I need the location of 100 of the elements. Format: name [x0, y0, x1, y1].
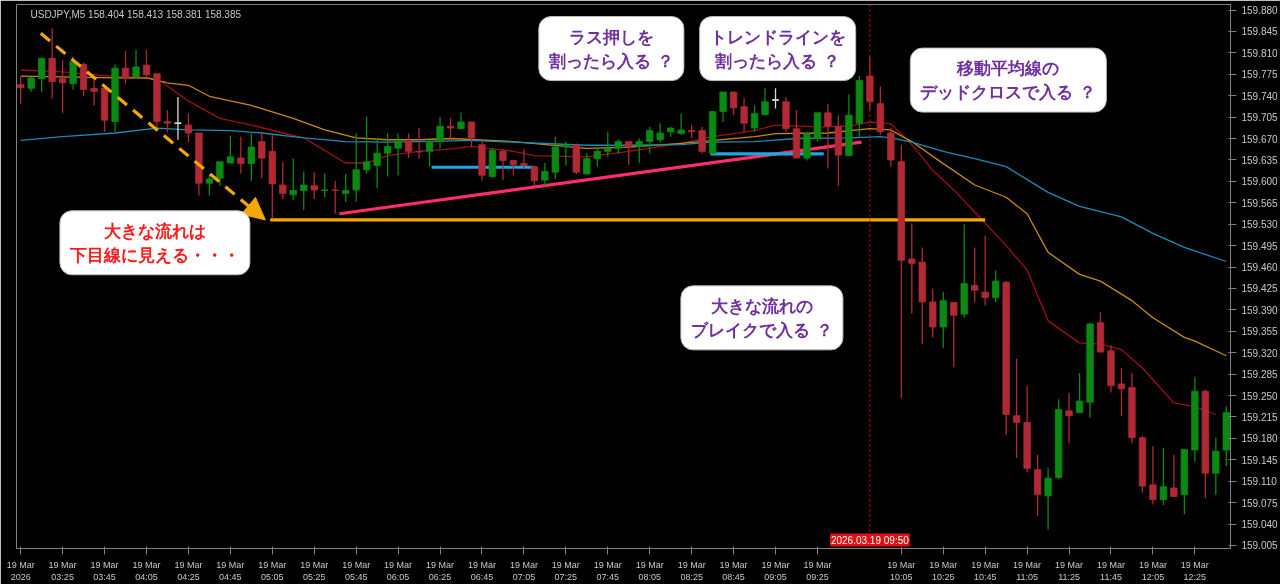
candlestick — [58, 59, 67, 114]
candlestick — [446, 117, 455, 141]
candlestick — [530, 166, 539, 187]
x-tick-label: 19 Mar 06:05 — [384, 559, 413, 582]
candlestick — [625, 140, 633, 166]
candlestick — [342, 173, 350, 203]
candlestick — [425, 139, 434, 168]
candlestick — [226, 134, 235, 165]
y-tick-label: 159.670 — [1241, 133, 1279, 145]
x-tick-label: 19 Mar 2026 — [6, 559, 35, 582]
y-tick-label: 159.530 — [1241, 219, 1279, 231]
ref-line-label: 2026.03.19 09:50 — [830, 534, 910, 546]
y-tick-label: 159.495 — [1241, 240, 1279, 252]
x-tick-label: 19 Mar 03:45 — [90, 559, 119, 582]
y-tick-label: 159.390 — [1241, 304, 1279, 316]
y-tick-label: 159.845 — [1241, 26, 1279, 38]
candlestick — [562, 140, 570, 167]
candlestick — [729, 91, 738, 116]
y-tick-label: 159.425 — [1241, 283, 1279, 295]
x-tick-label: 19 Mar 11:25 — [1055, 559, 1084, 582]
candlestick — [981, 235, 989, 307]
annotation: 大きな流れのブレイクで入る ？ — [690, 295, 833, 340]
x-tick-label: 19 Mar 04:25 — [174, 559, 203, 582]
y-tick-label: 159.005 — [1241, 540, 1279, 552]
y-tick-label: 159.180 — [1241, 433, 1279, 445]
candlestick — [1075, 372, 1084, 414]
y-tick-label: 159.810 — [1241, 47, 1279, 59]
annotation: 移動平均線のデッドクロスで入る ？ — [920, 58, 1097, 103]
candlestick — [971, 246, 979, 303]
candlestick — [541, 162, 549, 187]
y-tick-label: 159.145 — [1241, 454, 1279, 466]
candlestick — [677, 112, 685, 136]
candlestick — [1170, 454, 1178, 498]
candlestick — [1012, 358, 1021, 459]
x-tick-label: 19 Mar 03:25 — [48, 559, 77, 582]
candlestick — [321, 172, 329, 198]
x-tick-label: 19 Mar 09:05 — [761, 559, 790, 582]
candlestick — [1044, 467, 1052, 531]
y-tick-label: 159.775 — [1241, 69, 1279, 81]
x-tick-label: 19 Mar 08:25 — [677, 559, 706, 582]
x-tick-label: 19 Mar 12:05 — [1138, 559, 1167, 582]
candlestick — [698, 126, 706, 154]
candlestick — [740, 97, 748, 133]
candlestick — [992, 270, 1000, 304]
candlestick — [761, 87, 769, 116]
candlestick — [771, 87, 780, 110]
y-tick-label: 159.320 — [1241, 347, 1279, 359]
annotation: ラス押しを割ったら入る ？ — [547, 26, 674, 71]
x-tick-label: 19 Mar 12:25 — [1180, 559, 1209, 582]
candlestick — [383, 132, 392, 178]
candlestick — [205, 174, 214, 197]
x-tick-label: 19 Mar 06:45 — [467, 559, 496, 582]
candlestick — [184, 112, 193, 143]
candlestick — [520, 148, 528, 170]
candlestick — [132, 49, 140, 80]
candlestick — [48, 27, 56, 100]
candlestick — [69, 55, 77, 91]
candlestick — [394, 132, 402, 176]
candlestick — [436, 116, 444, 149]
y-tick-label: 159.250 — [1241, 390, 1279, 402]
x-tick-label: 19 Mar 06:25 — [426, 559, 455, 582]
x-tick-label: 19 Mar 05:25 — [300, 559, 329, 582]
candlestick — [404, 132, 413, 159]
candlestick — [121, 50, 130, 85]
candlestick — [1149, 445, 1157, 506]
x-tick-label: 19 Mar 07:45 — [593, 559, 622, 582]
candlestick — [719, 91, 727, 123]
candlestick — [38, 57, 46, 93]
candlestick — [237, 136, 245, 175]
y-tick-label: 159.705 — [1241, 112, 1279, 124]
candlestick — [90, 79, 98, 107]
y-tick-label: 159.040 — [1241, 519, 1279, 531]
y-tick-label: 159.110 — [1241, 476, 1278, 488]
candlestick — [1212, 437, 1220, 496]
y-tick-label: 159.285 — [1241, 369, 1279, 381]
candlestick — [247, 132, 255, 182]
x-tick-label: 19 Mar 08:45 — [719, 559, 748, 582]
candlestick — [467, 121, 476, 148]
y-tick-label: 159.635 — [1241, 154, 1279, 166]
x-tick-label: 19 Mar 04:45 — [216, 559, 245, 582]
y-tick-label: 159.565 — [1241, 197, 1279, 209]
candlestick — [300, 170, 308, 211]
candlestick — [646, 126, 654, 154]
x-tick-label: 19 Mar 11:05 — [1013, 559, 1042, 582]
annotation: トレンドラインを割ったら入る ？ — [709, 26, 846, 71]
candlestick — [163, 109, 172, 133]
x-tick-label: 19 Mar 08:05 — [635, 559, 664, 582]
candlestick — [950, 301, 958, 369]
x-tick-label: 19 Mar 10:25 — [929, 559, 958, 582]
candlestick — [216, 161, 224, 187]
candlestick — [331, 180, 339, 215]
candlestick — [1117, 367, 1126, 417]
candlestick — [750, 104, 759, 133]
y-tick-label: 159.600 — [1241, 176, 1279, 188]
chart-title: USDJPY,M5 158.404 158.413 158.381 158.385 — [30, 8, 242, 20]
candlestick — [258, 131, 266, 179]
candlestick — [593, 146, 601, 168]
candlestick — [352, 132, 360, 203]
candlestick — [583, 152, 591, 175]
x-tick-label: 19 Mar 05:45 — [342, 559, 371, 582]
